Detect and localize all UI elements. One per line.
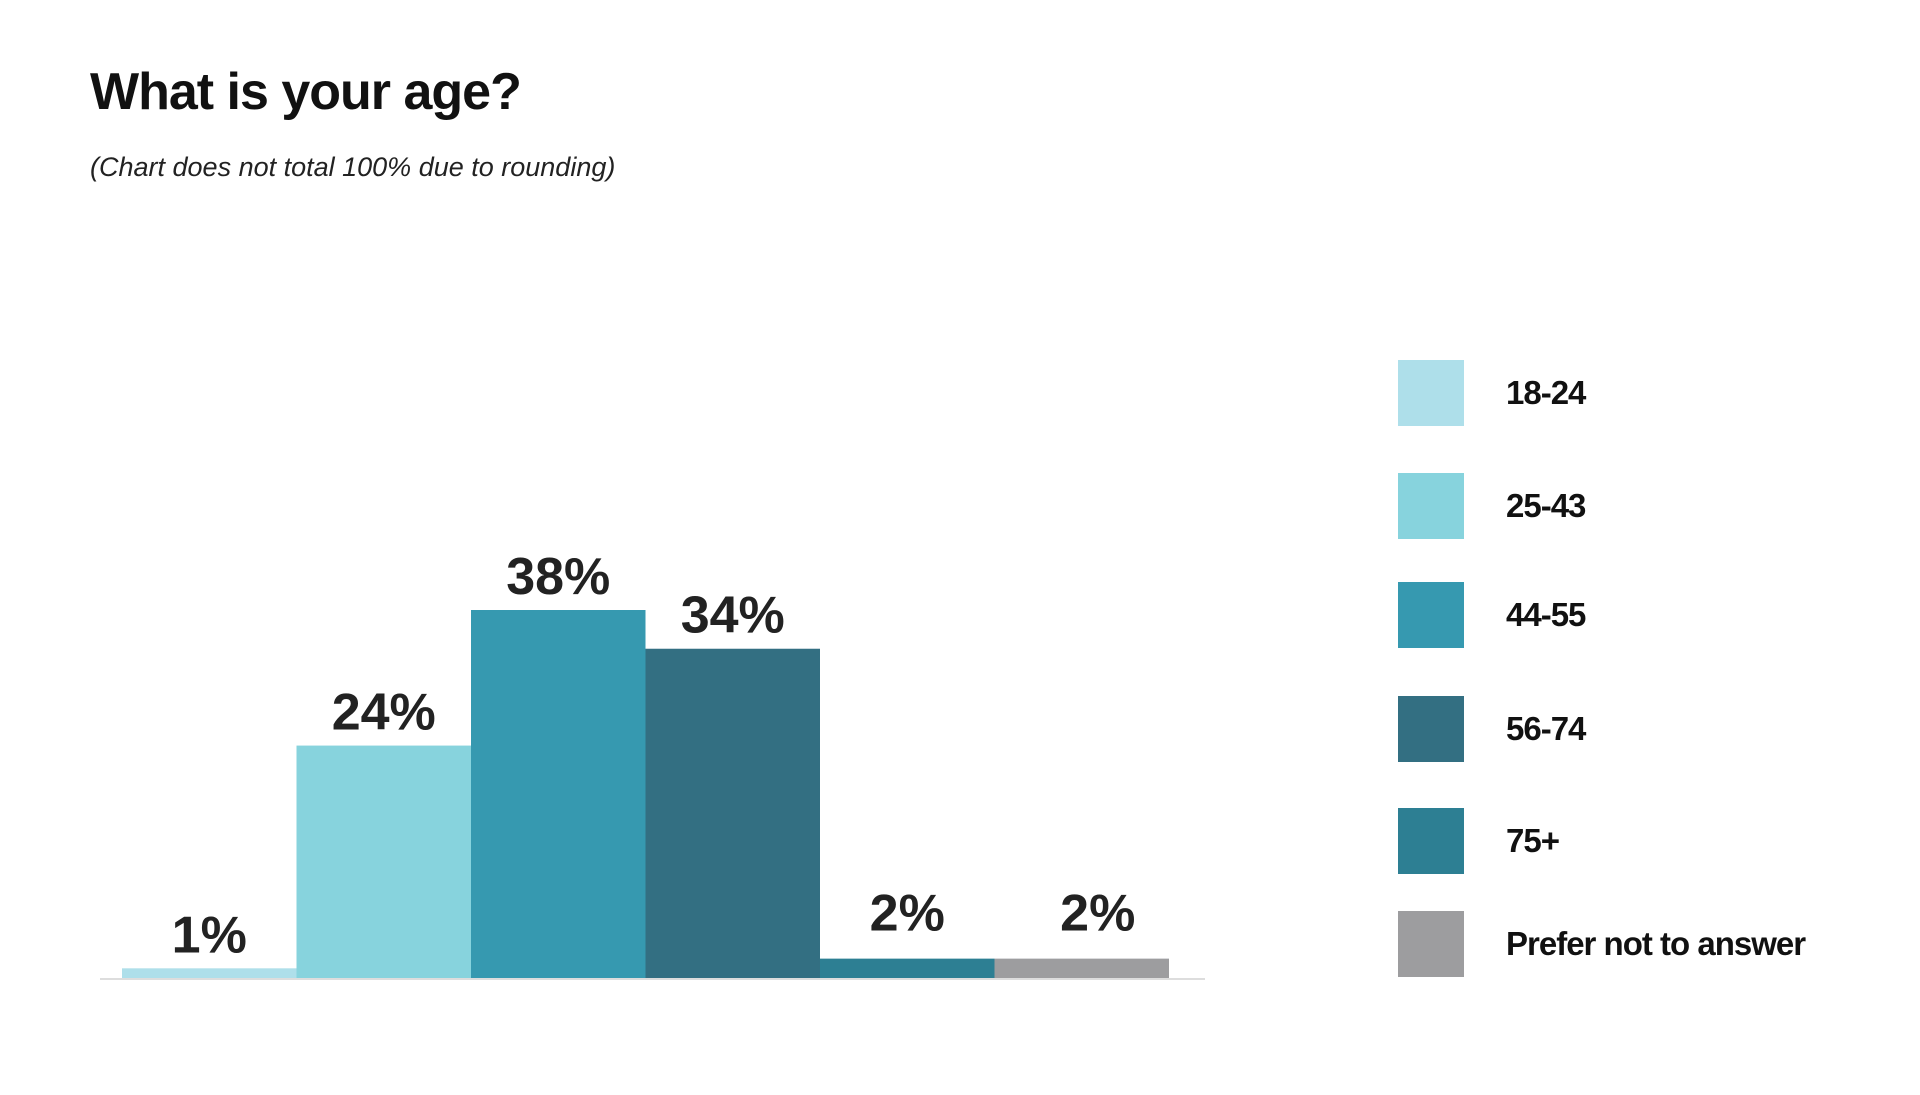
legend-swatch [1398, 473, 1464, 539]
legend-item-4: 75+ [1398, 808, 1878, 874]
legend-item-0: 18-24 [1398, 360, 1878, 426]
legend-swatch [1398, 360, 1464, 426]
legend-label: 56-74 [1506, 710, 1586, 747]
legend-item-5: Prefer not to answer [1398, 911, 1878, 977]
legend-label: 25-43 [1506, 487, 1586, 524]
bar-0 [122, 968, 297, 978]
bar-value-label-0: 1% [172, 906, 247, 964]
bar-value-label-5: 2% [1060, 885, 1135, 943]
bar-5 [994, 958, 1169, 978]
legend-label: 75+ [1506, 822, 1560, 859]
legend-item-3: 56-74 [1398, 696, 1878, 762]
bar-value-label-1: 24% [332, 684, 436, 742]
chart-title: What is your age? [90, 63, 522, 121]
legend-label: 18-24 [1506, 374, 1586, 411]
legend-label: 44-55 [1506, 596, 1586, 633]
bar-4 [820, 958, 995, 978]
bar-value-label-4: 2% [870, 885, 945, 943]
legend-swatch [1398, 911, 1464, 977]
legend-swatch [1398, 808, 1464, 874]
legend-swatch [1398, 582, 1464, 648]
legend-label: Prefer not to answer [1506, 925, 1806, 962]
bar-value-label-3: 34% [681, 587, 785, 645]
legend-item-2: 44-55 [1398, 582, 1878, 648]
legend-item-1: 25-43 [1398, 473, 1878, 539]
bar-value-label-2: 38% [506, 548, 610, 606]
bar-1 [296, 745, 471, 978]
chart-subtitle: (Chart does not total 100% due to roundi… [90, 152, 616, 182]
bar-2 [471, 610, 646, 978]
legend-swatch [1398, 696, 1464, 762]
bar-3 [645, 648, 820, 978]
